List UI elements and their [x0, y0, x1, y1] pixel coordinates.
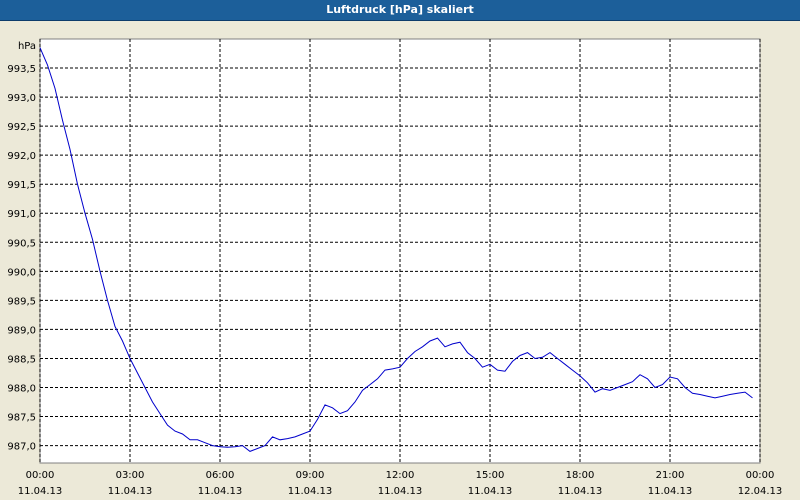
y-tick-label: 988,0 — [7, 383, 36, 394]
x-tick-date-label: 11.04.13 — [378, 486, 423, 497]
x-tick-time-label: 00:00 — [746, 470, 775, 481]
y-axis-unit-label: hPa — [18, 41, 36, 52]
vertical-gridlines — [39, 39, 761, 463]
x-tick-date-label: 11.04.13 — [468, 486, 513, 497]
x-tick-date-label: 12.04.13 — [738, 486, 783, 497]
x-tick-date-label: 11.04.13 — [648, 486, 693, 497]
y-tick-label: 987,0 — [7, 442, 36, 453]
x-tick-time-label: 00:00 — [26, 470, 55, 481]
y-tick-label: 990,5 — [7, 238, 36, 249]
chart-title-bar: Luftdruck [hPa] skaliert — [0, 0, 800, 21]
x-tick-time-label: 09:00 — [296, 470, 325, 481]
x-tick-date-label: 11.04.13 — [198, 486, 243, 497]
y-tick-label: 990,0 — [7, 267, 36, 278]
y-tick-label: 992,5 — [7, 122, 36, 133]
y-tick-labels: 987,0 987,5 988,0 988,5 989,0 989,5 990,0 990,5… — [7, 64, 36, 453]
x-tick-time-label: 03:00 — [116, 470, 145, 481]
pressure-chart: 987,0 987,5 988,0 988,5 989,0 989,5 990,0 990,5… — [7, 38, 783, 497]
x-tick-time-label: 21:00 — [656, 470, 685, 481]
x-tick-time-label: 06:00 — [206, 470, 235, 481]
y-tick-label: 991,5 — [7, 180, 36, 191]
x-tick-date-label: 11.04.13 — [18, 486, 63, 497]
x-tick-time-label: 15:00 — [476, 470, 505, 481]
x-tick-date-label: 11.04.13 — [558, 486, 603, 497]
y-tick-label: 989,5 — [7, 296, 36, 307]
y-tick-label: 991,0 — [7, 209, 36, 220]
x-tick-time-label: 12:00 — [386, 470, 415, 481]
x-tick-date-label: 11.04.13 — [108, 486, 153, 497]
y-tick-label: 988,5 — [7, 354, 36, 365]
x-tick-date-label: 11.04.13 — [288, 486, 333, 497]
x-tick-labels: 00:00 11.04.13 03:00 11.04.13 06:00 11.04.13 0… — [18, 470, 783, 497]
y-tick-label: 989,0 — [7, 325, 36, 336]
y-tick-label: 993,0 — [7, 93, 36, 104]
pressure-series-line — [39, 47, 753, 452]
chart-title: Luftdruck [hPa] skaliert — [326, 3, 474, 16]
y-tick-label: 993,5 — [7, 64, 36, 75]
x-tick-time-label: 18:00 — [566, 470, 595, 481]
horizontal-gridlines — [40, 67, 760, 447]
y-tick-label: 987,5 — [7, 413, 36, 424]
y-tick-label: 992,0 — [7, 151, 36, 162]
